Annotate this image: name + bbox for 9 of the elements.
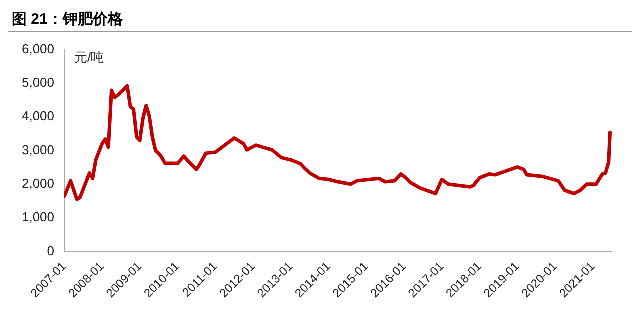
chart-title: 图 21：钾肥价格	[8, 8, 632, 32]
y-tick-label: 5,000	[22, 75, 55, 90]
y-tick-label: 2,000	[22, 176, 55, 191]
y-tick-label: 1,000	[22, 210, 55, 225]
y-tick-label: 4,000	[22, 108, 55, 124]
y-tick-label: 3,000	[22, 142, 55, 158]
y-axis-title: 元/吨	[74, 50, 104, 65]
y-tick-label: 6,000	[22, 41, 55, 56]
y-tick-label: 0	[47, 243, 55, 258]
